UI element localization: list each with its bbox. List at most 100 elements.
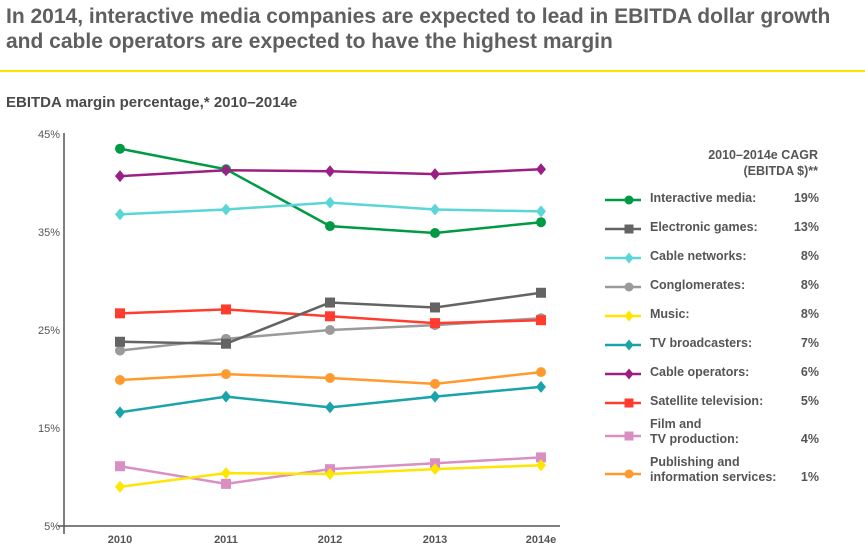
legend-cagr: 6%: [800, 365, 819, 379]
legend-item: Publishing and information services: 1%: [604, 453, 819, 485]
y-tick-label: 35%: [38, 227, 60, 239]
data-point: [430, 390, 440, 403]
legend-label: Cable networks:: [650, 249, 747, 263]
data-point: [115, 170, 125, 183]
legend-marker: [624, 224, 634, 234]
data-point: [221, 203, 231, 216]
legend-item: Interactive media: 19%: [604, 174, 819, 206]
data-point: [115, 336, 125, 347]
data-point: [536, 367, 546, 378]
data-point: [325, 373, 335, 384]
legend-cagr: 13%: [793, 220, 819, 234]
data-point: [536, 315, 546, 326]
legend-cagr: 7%: [800, 336, 819, 350]
data-point: [536, 217, 546, 228]
data-point: [430, 378, 440, 389]
legend-item: Electronic games: 13%: [604, 203, 819, 235]
legend-cagr: 19%: [793, 191, 819, 205]
data-point: [536, 287, 546, 298]
data-point: [115, 461, 125, 472]
data-point: [221, 478, 231, 489]
legend-cagr: 8%: [800, 249, 819, 263]
legend-marker: [624, 398, 634, 408]
legend-item: Film and TV production: 4%: [604, 415, 819, 447]
data-point: [115, 143, 125, 154]
legend-item: Music: 8%: [604, 290, 819, 322]
legend-cagr: 8%: [800, 307, 819, 321]
legend-label: Satellite television:: [650, 394, 764, 408]
legend-marker: [624, 431, 634, 441]
legend-item: Cable operators: 6%: [604, 348, 819, 380]
title-divider: [0, 70, 865, 72]
x-tick-label: 2013: [423, 534, 447, 546]
data-point: [221, 304, 231, 315]
data-point: [430, 302, 440, 313]
data-point: [221, 467, 231, 480]
data-point: [221, 390, 231, 403]
legend-label: TV broadcasters:: [650, 336, 753, 350]
series-line: [119, 147, 542, 235]
legend-marker: [624, 469, 634, 479]
legend-label: Cable operators:: [650, 365, 750, 379]
x-tick-label: 2010: [108, 534, 132, 546]
data-point: [325, 311, 335, 322]
y-tick-label: 25%: [38, 325, 60, 337]
legend-marker: [624, 339, 634, 351]
data-point: [536, 452, 546, 463]
data-point: [430, 168, 440, 181]
data-point: [115, 480, 125, 493]
x-tick-label: 2011: [214, 534, 238, 546]
legend-item: Cable networks: 8%: [604, 232, 819, 264]
x-tick-label: 2014e: [526, 534, 557, 546]
legend-label: Film and TV production:: [650, 417, 739, 446]
data-point: [536, 459, 546, 472]
data-point: [536, 205, 546, 218]
data-point: [115, 345, 125, 356]
data-point: [430, 463, 440, 476]
data-point: [325, 221, 335, 232]
data-point: [115, 208, 125, 221]
legend-marker: [624, 195, 634, 205]
data-point: [325, 297, 335, 308]
y-tick-label: 15%: [38, 423, 60, 435]
data-point: [325, 196, 335, 209]
y-tick-label: 45%: [38, 129, 60, 141]
legend-item: TV broadcasters: 7%: [604, 319, 819, 351]
data-point: [430, 203, 440, 216]
data-point: [221, 164, 231, 177]
data-point: [430, 227, 440, 238]
legend-label: Interactive media:: [650, 191, 757, 205]
legend-marker: [624, 282, 634, 292]
page-title: In 2014, interactive media companies are…: [6, 5, 831, 53]
chart-subtitle: EBITDA margin percentage,* 2010–2014e: [6, 94, 298, 111]
legend-marker: [624, 252, 634, 264]
data-point: [325, 401, 335, 414]
x-tick-label: 2012: [318, 534, 342, 546]
legend-cagr: 4%: [800, 432, 819, 446]
legend-cagr: 8%: [800, 278, 819, 292]
legend-label: Conglomerates:: [650, 278, 746, 292]
legend-cagr: 5%: [800, 394, 819, 408]
data-point: [115, 374, 125, 385]
data-point: [221, 338, 231, 349]
legend-header: 2010–2014e CAGR (EBITDA $)**: [708, 148, 818, 178]
legend-item: Conglomerates: 8%: [604, 261, 819, 293]
legend-label: Music:: [650, 307, 690, 321]
data-point: [221, 369, 231, 380]
data-point: [536, 380, 546, 393]
legend-cagr: 1%: [800, 470, 819, 484]
data-point: [536, 163, 546, 176]
legend-marker: [624, 368, 634, 380]
data-point: [325, 325, 335, 335]
data-point: [115, 308, 125, 319]
data-point: [430, 318, 440, 329]
legend-marker: [624, 310, 634, 322]
data-point: [325, 165, 335, 178]
y-tick-label: 5%: [44, 521, 60, 533]
legend-item: Satellite television: 5%: [604, 377, 819, 409]
legend-label: Publishing and information services:: [650, 455, 777, 484]
data-point: [325, 468, 335, 481]
data-point: [115, 406, 125, 419]
legend-label: Electronic games:: [650, 220, 758, 234]
